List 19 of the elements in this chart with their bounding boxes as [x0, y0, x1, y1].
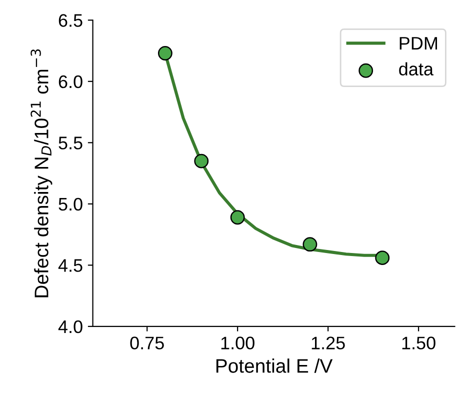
x-axis-title: Potential E /V — [216, 358, 333, 373]
x-tick-label: 1.00 — [221, 336, 254, 350]
point — [375, 250, 390, 266]
x-tick-label: 1.25 — [312, 336, 345, 350]
y-tick-label: 5.0 — [58, 198, 82, 211]
y-tick-label: 4.5 — [58, 259, 82, 272]
y-tick-label: 6.5 — [58, 14, 82, 27]
legend-label: data — [399, 62, 434, 76]
point — [194, 154, 209, 168]
y-tick-label: 5.5 — [58, 136, 82, 150]
point — [158, 46, 172, 60]
x-tick-label: 0.75 — [130, 336, 164, 350]
point — [302, 237, 318, 252]
point — [230, 210, 245, 225]
legend-label: PDM — [400, 37, 437, 50]
x-tick-label: 1.50 — [402, 336, 436, 350]
y-tick-label: 4.0 — [58, 320, 82, 334]
y-axis-title: Defect density N$_{D}$/10$^{21}$ cm$^{−3}$ — [30, 49, 52, 298]
y-tick-label: 6.0 — [58, 75, 82, 88]
